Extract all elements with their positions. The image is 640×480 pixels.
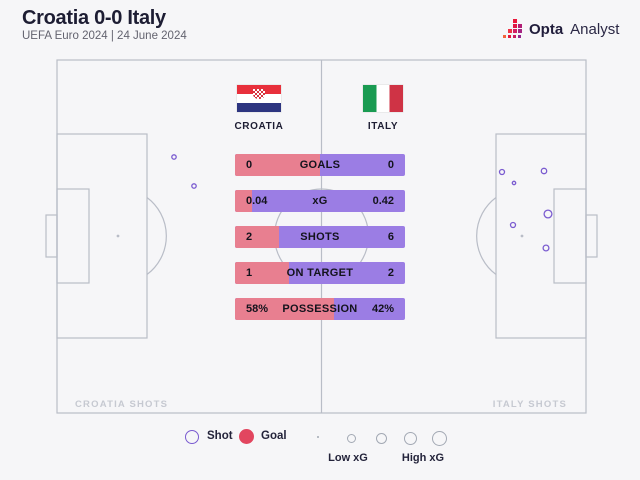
away-value: 6 — [387, 231, 394, 243]
stat-label: ON TARGET — [286, 267, 354, 279]
shot-marker — [540, 167, 548, 175]
match-stats-panel: GOALS 0 0 xG 0.04 0.42 SHOTS 2 6 ON TARGET 1 2 POSSE… — [235, 154, 405, 334]
home-value: 2 — [246, 231, 253, 243]
home-team-name: CROATIA — [234, 121, 284, 132]
home-value: 58% — [246, 303, 269, 315]
opta-analyst-logo: Opta Analyst — [503, 18, 619, 40]
away-team-name: ITALY — [367, 121, 399, 132]
stat-label: GOALS — [299, 159, 341, 171]
page-title: Croatia 0-0 Italy — [22, 7, 166, 29]
home-value: 0.04 — [246, 195, 268, 207]
home-share-bar — [235, 226, 280, 248]
home-shots-label: CROATIA SHOTS — [75, 399, 168, 410]
shot-legend-label: Shot — [207, 430, 233, 442]
shot-legend-icon — [185, 430, 199, 444]
stat-row-goals: GOALS 0 0 — [235, 154, 405, 176]
home-share-bar — [235, 262, 290, 284]
italy-flag-icon — [363, 85, 403, 112]
away-value: 2 — [387, 267, 394, 279]
away-value: 0.42 — [372, 195, 394, 207]
xg-scale-circle — [403, 431, 417, 445]
xg-scale-circle — [375, 432, 387, 444]
croatia-crest-icon — [253, 89, 265, 99]
stat-row-xg: xG 0.04 0.42 — [235, 190, 405, 212]
goal-legend-icon — [239, 429, 254, 444]
stat-label: POSSESSION — [282, 303, 358, 315]
stat-row-possession: POSSESSION 58% 42% — [235, 298, 405, 320]
away-shots-label: ITALY SHOTS — [493, 399, 567, 410]
shot-marker — [171, 154, 177, 160]
shot-marker — [509, 221, 517, 229]
home-value: 1 — [246, 267, 253, 279]
shot-marker — [498, 168, 506, 176]
away-value: 0 — [387, 159, 394, 171]
low-xg-label: Low xG — [328, 452, 368, 464]
stat-label: xG — [312, 195, 328, 207]
home-share-bar — [235, 154, 320, 176]
shot-marker — [543, 209, 553, 219]
goal-legend-label: Goal — [261, 430, 287, 442]
shot-marker — [542, 244, 550, 252]
stat-row-shots: SHOTS 2 6 — [235, 226, 405, 248]
xg-scale-circle — [431, 430, 447, 446]
high-xg-label: High xG — [401, 452, 445, 464]
opta-logo-icon — [503, 19, 523, 39]
page-subtitle: UEFA Euro 2024 | 24 June 2024 — [22, 30, 187, 42]
shot-marker — [511, 180, 517, 186]
home-value: 0 — [246, 159, 253, 171]
stat-row-on-target: ON TARGET 1 2 — [235, 262, 405, 284]
croatia-flag-icon — [237, 85, 281, 112]
logo-brand-light: Analyst — [570, 20, 620, 38]
home-share-bar — [235, 298, 334, 320]
xg-scale-circle — [316, 435, 320, 439]
logo-brand-bold: Opta — [529, 20, 564, 38]
stat-label: SHOTS — [300, 231, 340, 243]
shot-marker — [191, 183, 197, 189]
home-share-bar — [235, 190, 252, 212]
italy-shot-markers — [498, 167, 553, 252]
croatia-shot-markers — [171, 154, 197, 189]
away-value: 42% — [371, 303, 394, 315]
xg-scale-circle — [346, 433, 356, 443]
